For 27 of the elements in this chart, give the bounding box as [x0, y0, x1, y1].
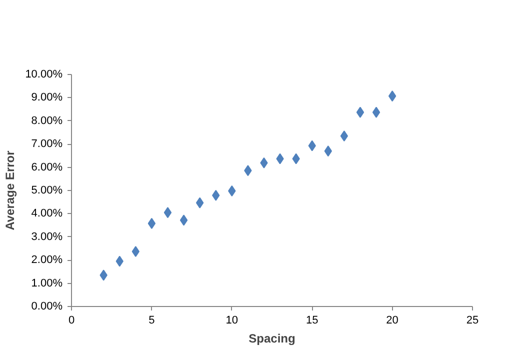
y-tick-label: 1.00% — [31, 277, 63, 290]
y-tick-label: 2.00% — [31, 254, 63, 266]
y-tick-label: 8.00% — [31, 114, 63, 127]
y-axis-title: Average Error — [3, 150, 18, 230]
point — [180, 214, 188, 226]
y-tick-label: 6.00% — [31, 161, 63, 174]
point — [164, 207, 172, 218]
point — [148, 218, 156, 229]
x-axis-title: Spacing — [248, 332, 296, 346]
y-tick-label: 4.00% — [31, 208, 63, 220]
x-tick-label: 15 — [306, 314, 318, 326]
point — [196, 197, 204, 208]
x-tick-label: 20 — [386, 314, 398, 326]
y-tick-label: 5.00% — [31, 184, 63, 196]
point — [388, 90, 396, 102]
y-tick-label: 7.00% — [31, 138, 63, 150]
x-tick-label: 25 — [466, 314, 479, 326]
y-tick-label: 0.00% — [31, 300, 63, 312]
x-tick-label: 10 — [226, 314, 238, 326]
y-tick-label: 9.00% — [31, 92, 63, 104]
point — [356, 106, 364, 118]
x-tick-label: 0 — [68, 314, 75, 326]
point — [340, 130, 348, 142]
point — [372, 106, 380, 118]
y-tick-label: 10.00% — [25, 68, 63, 80]
y-tick-label: 3.00% — [31, 230, 63, 243]
x-tick-label: 5 — [148, 314, 155, 326]
